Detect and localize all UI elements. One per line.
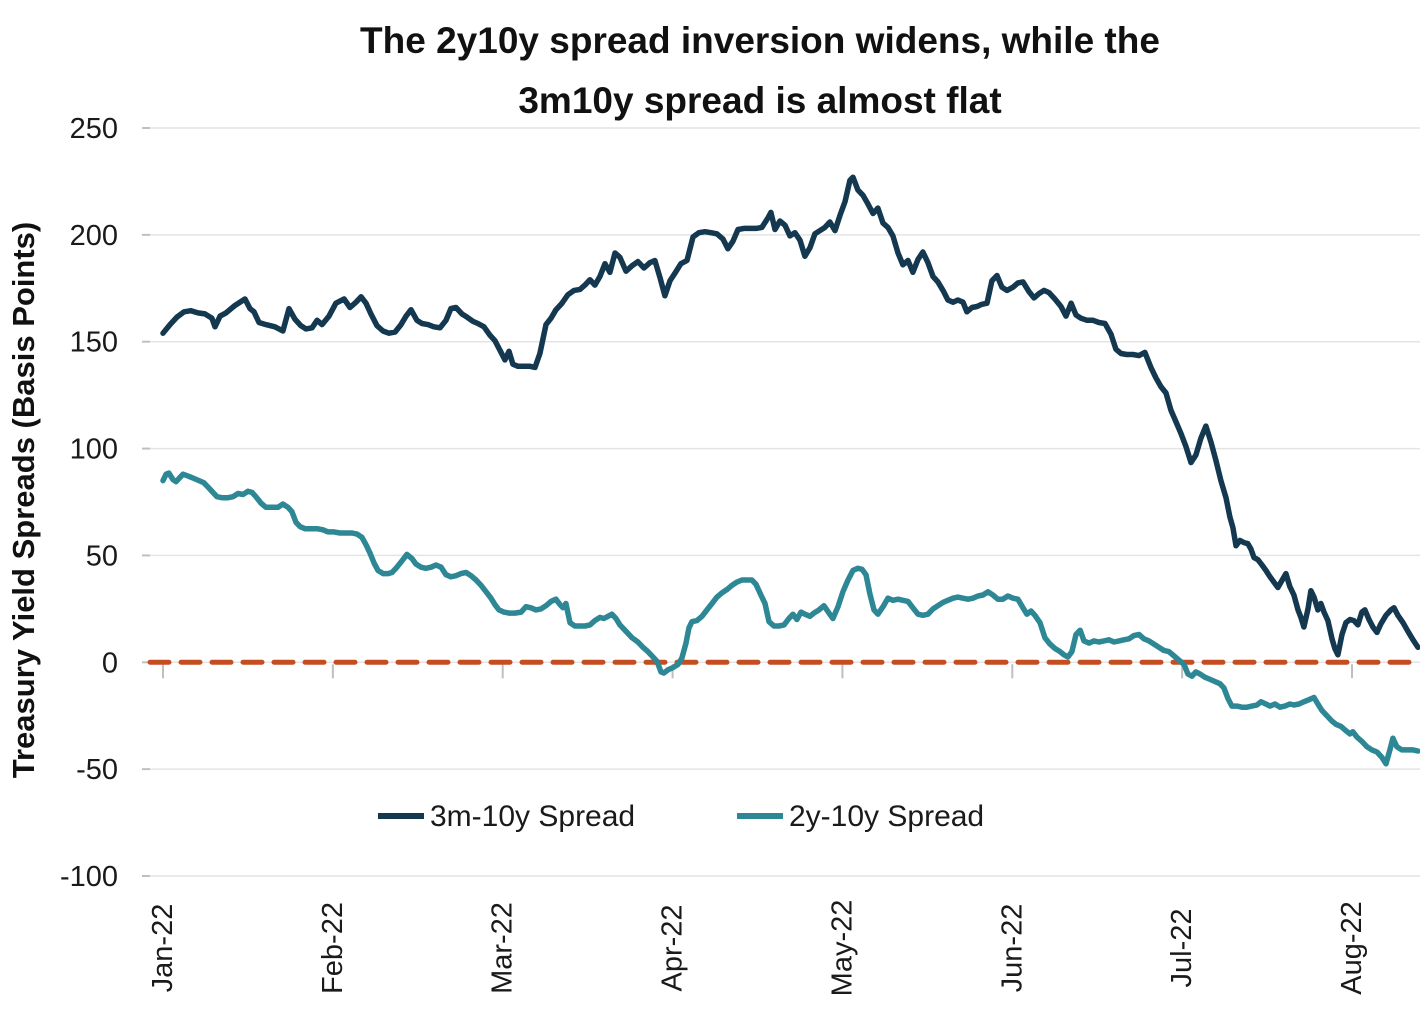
y-tick-label: 0	[102, 647, 118, 679]
chart-title: The 2y10y spread inversion widens, while…	[360, 20, 1160, 121]
x-tick-label: Jan-22	[147, 904, 179, 993]
series-line-2y-10y-spread	[160, 470, 1420, 767]
y-tick-label: -50	[76, 754, 118, 786]
legend-item-2y10y: 2y-10y Spread	[737, 800, 984, 833]
y-tick-label: 200	[70, 220, 118, 252]
y-tick-label: 100	[70, 434, 118, 466]
x-tick-label: Aug-22	[1336, 901, 1368, 995]
x-tick-label: Mar-22	[487, 902, 519, 994]
series-lines-group	[160, 174, 1420, 767]
y-tick-group: 250 200 150 100 50 0 -50 -100	[60, 113, 150, 893]
y-tick-label: 150	[70, 327, 118, 359]
x-tick-label: Jul-22	[1166, 909, 1198, 988]
y-tick-label: 250	[70, 113, 118, 145]
y-axis-label: Treasury Yield Spreads (Basis Points)	[6, 222, 41, 779]
chart-title-line-1: The 2y10y spread inversion widens, while…	[360, 20, 1160, 61]
legend: 3m-10y Spread 2y-10y Spread	[378, 800, 984, 833]
y-tick-label: -100	[60, 861, 118, 893]
y-tick-label: 50	[86, 540, 118, 572]
x-tick-group: Jan-22 Feb-22 Mar-22 Apr-22 May-22 Jun-22 Jul-…	[147, 664, 1368, 996]
legend-item-3m10y: 3m-10y Spread	[378, 800, 635, 833]
x-tick-label: Feb-22	[317, 902, 349, 994]
x-tick-label: Apr-22	[657, 904, 689, 991]
legend-label-2y10y: 2y-10y Spread	[789, 800, 984, 833]
series-line-3m-10y-spread	[160, 174, 1420, 658]
legend-label-3m10y: 3m-10y Spread	[430, 800, 635, 833]
x-tick-label: May-22	[826, 900, 858, 997]
chart-title-line-2: 3m10y spread is almost flat	[518, 80, 1001, 121]
x-tick-label: Jun-22	[996, 904, 1028, 993]
